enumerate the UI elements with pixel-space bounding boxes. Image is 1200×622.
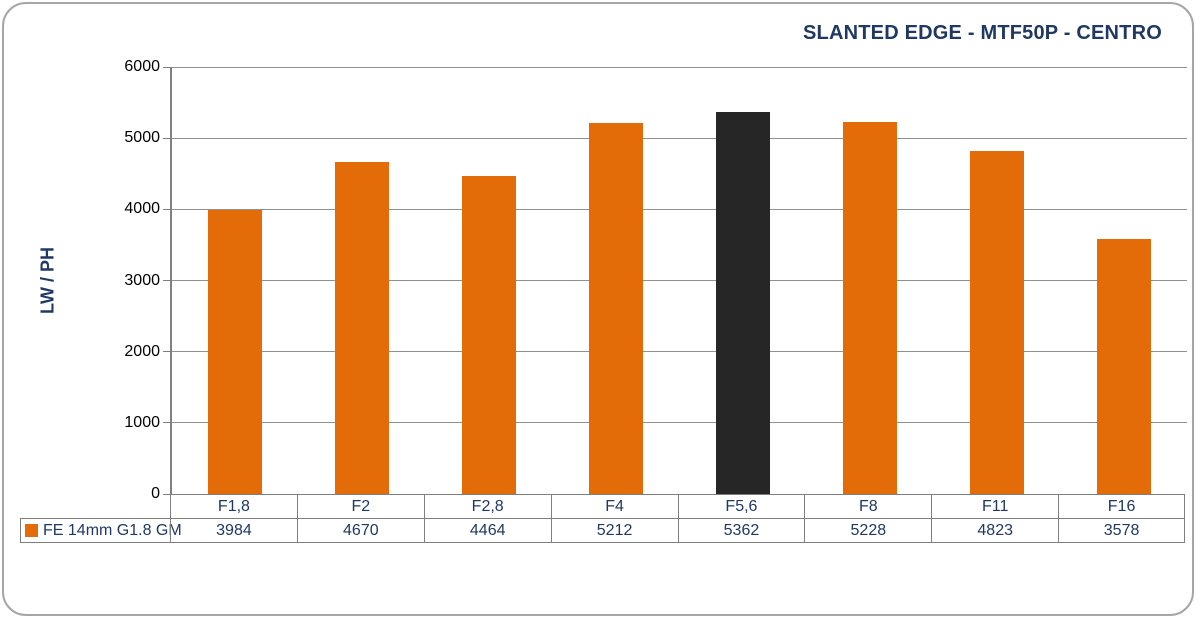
- gridline-6000: [172, 66, 1187, 68]
- bar-f16: [1096, 239, 1151, 494]
- y-tick-label-5000: 5000: [124, 129, 160, 147]
- gridline-5000: [172, 137, 1187, 139]
- value-row: FE 14mm G1.8 GM 3984 4670 4464 5212 5362 5228…: [20, 518, 1185, 543]
- value-cell-f2-8: 4464: [423, 519, 551, 542]
- bar-f8: [842, 122, 897, 494]
- category-cell-f16: F16: [1058, 495, 1185, 518]
- value-cell-f1-8: 3984: [170, 519, 297, 542]
- category-cell-f11: F11: [931, 495, 1058, 518]
- y-tick-mark: [163, 208, 172, 210]
- category-cell-f2-8: F2,8: [423, 495, 551, 518]
- value-cell-f5-6: 5362: [677, 519, 805, 542]
- y-tick-mark: [163, 422, 172, 424]
- bar-f1-8: [208, 210, 263, 494]
- y-tick-label-0: 0: [151, 485, 160, 502]
- y-axis-tick-labels: 0 1000 2000 3000 4000 5000 6000: [60, 58, 160, 502]
- category-cell-f4: F4: [550, 495, 678, 518]
- legend-cell: FE 14mm G1.8 GM: [20, 519, 182, 542]
- y-tick-mark: [163, 493, 172, 495]
- y-tick-label-3000: 3000: [124, 271, 160, 289]
- gridline-1000: [172, 422, 1187, 424]
- bar-f2: [335, 162, 390, 494]
- gridline-2000: [172, 351, 1187, 353]
- y-tick-label-2000: 2000: [124, 342, 160, 360]
- gridline-4000: [172, 208, 1187, 210]
- y-tick-label-1000: 1000: [124, 413, 160, 431]
- value-cell-f2: 4670: [296, 519, 424, 542]
- y-tick-mark: [163, 137, 172, 139]
- legend-color-swatch: [25, 524, 38, 537]
- bar-f2-8: [462, 176, 517, 494]
- gridline-3000: [172, 280, 1187, 281]
- bar-f5-6: [715, 112, 770, 494]
- data-table: F1,8 F2 F2,8 F4 F5,6 F8 F11 F16 FE 14mm G1.8 GM…: [20, 494, 1185, 543]
- category-cell-f1-8: F1,8: [170, 495, 297, 518]
- value-cell-f8: 5228: [804, 519, 931, 542]
- y-tick-mark: [163, 280, 172, 281]
- chart-title: SLANTED EDGE - MTF50P - CENTRO: [803, 22, 1162, 44]
- category-cell-f2: F2: [296, 495, 424, 518]
- plot-area: [163, 66, 1187, 495]
- y-tick-label-6000: 6000: [124, 58, 160, 75]
- bar-f4: [589, 123, 644, 494]
- value-cell-f16: 3578: [1058, 519, 1185, 542]
- category-cell-f5-6: F5,6: [677, 495, 805, 518]
- category-row: F1,8 F2 F2,8 F4 F5,6 F8 F11 F16: [170, 494, 1185, 518]
- y-tick-label-4000: 4000: [124, 200, 160, 218]
- y-tick-mark: [163, 66, 172, 68]
- value-cell-f11: 4823: [931, 519, 1058, 542]
- y-tick-mark: [163, 351, 172, 353]
- value-cell-f4: 5212: [550, 519, 678, 542]
- legend-series-label: FE 14mm G1.8 GM: [43, 521, 182, 539]
- category-cell-f8: F8: [804, 495, 931, 518]
- bar-f11: [969, 151, 1024, 494]
